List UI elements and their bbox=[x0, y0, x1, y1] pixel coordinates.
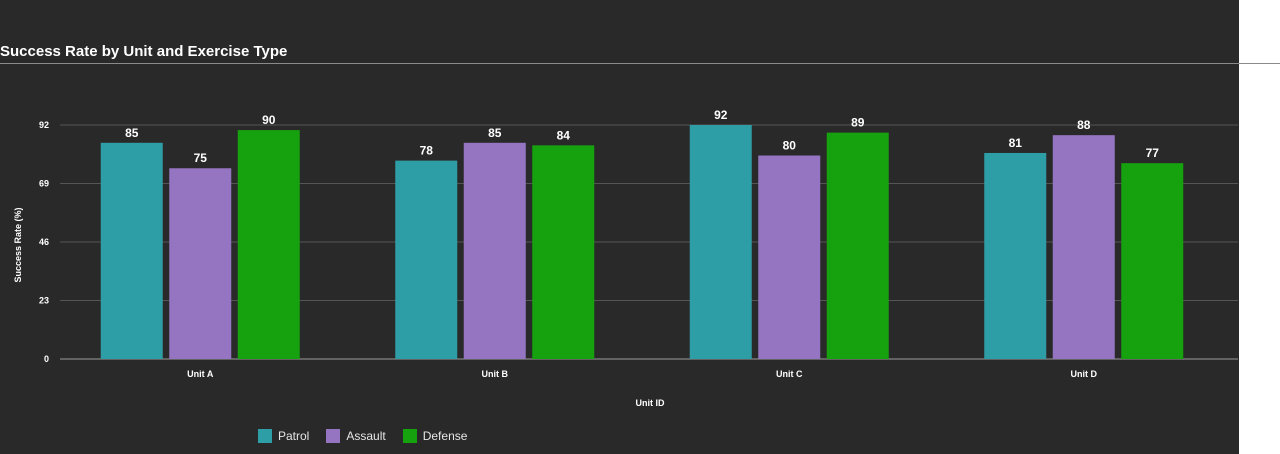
bar-value-label: 89 bbox=[851, 116, 865, 130]
bar-value-label: 85 bbox=[125, 126, 139, 140]
bar-defense-unit-c[interactable] bbox=[826, 132, 889, 359]
data-labels: 85 75 90 78 85 84 92 80 89 81 88 77 bbox=[125, 108, 1159, 165]
y-axis-title: Success Rate (%) bbox=[13, 207, 23, 282]
bar-patrol-unit-c[interactable] bbox=[689, 125, 752, 359]
legend-item-assault[interactable]: Assault bbox=[326, 429, 386, 443]
bar-value-label: 80 bbox=[783, 139, 797, 153]
bar-value-label: 81 bbox=[1009, 136, 1023, 150]
title-divider bbox=[0, 63, 1280, 64]
bar-value-label: 77 bbox=[1146, 146, 1160, 160]
bar-value-label: 84 bbox=[557, 128, 571, 142]
x-axis-title: Unit ID bbox=[636, 398, 665, 408]
bars bbox=[100, 125, 1184, 359]
bar-value-label: 78 bbox=[420, 144, 434, 158]
bar-assault-unit-b[interactable] bbox=[463, 142, 526, 359]
x-tick-label: Unit B bbox=[482, 369, 509, 379]
bar-value-label: 92 bbox=[714, 108, 728, 122]
y-tick-label: 0 bbox=[44, 354, 49, 364]
bar-assault-unit-d[interactable] bbox=[1052, 135, 1115, 359]
legend-label: Assault bbox=[346, 429, 386, 443]
bar-value-label: 85 bbox=[488, 126, 502, 140]
bar-patrol-unit-d[interactable] bbox=[984, 152, 1047, 359]
legend-swatch bbox=[258, 429, 272, 443]
x-tick-label: Unit C bbox=[776, 369, 803, 379]
bar-patrol-unit-a[interactable] bbox=[100, 142, 163, 359]
x-tick-label: Unit A bbox=[187, 369, 214, 379]
bar-value-label: 75 bbox=[194, 151, 208, 165]
chart-title: Success Rate by Unit and Exercise Type bbox=[0, 43, 288, 60]
y-axis-ticks: 0 23 46 69 92 bbox=[39, 120, 49, 364]
bar-defense-unit-a[interactable] bbox=[237, 130, 300, 359]
bar-chart: 0 23 46 69 92 85 75 90 78 85 84 92 80 89 81 88 77 Unit … bbox=[13, 108, 1238, 408]
bar-assault-unit-c[interactable] bbox=[758, 155, 821, 359]
bar-defense-unit-b[interactable] bbox=[532, 145, 595, 359]
bar-value-label: 90 bbox=[262, 113, 276, 127]
bar-assault-unit-a[interactable] bbox=[169, 168, 232, 359]
y-tick-label: 46 bbox=[39, 237, 49, 247]
legend-swatch bbox=[402, 429, 417, 443]
bar-value-label: 88 bbox=[1077, 118, 1091, 132]
legend-item-defense[interactable]: Defense bbox=[402, 429, 468, 443]
bar-patrol-unit-b[interactable] bbox=[395, 160, 458, 359]
y-tick-label: 92 bbox=[39, 120, 49, 130]
x-tick-label: Unit D bbox=[1071, 369, 1098, 379]
bar-defense-unit-d[interactable] bbox=[1121, 163, 1184, 359]
legend: Patrol Assault Defense bbox=[258, 429, 467, 443]
legend-swatch bbox=[326, 429, 341, 443]
x-axis-ticks: Unit A Unit B Unit C Unit D bbox=[187, 369, 1097, 379]
legend-item-patrol[interactable]: Patrol bbox=[258, 429, 309, 443]
legend-label: Patrol bbox=[278, 429, 310, 443]
y-tick-label: 23 bbox=[39, 296, 49, 306]
y-tick-label: 69 bbox=[39, 179, 49, 189]
legend-label: Defense bbox=[422, 429, 468, 443]
